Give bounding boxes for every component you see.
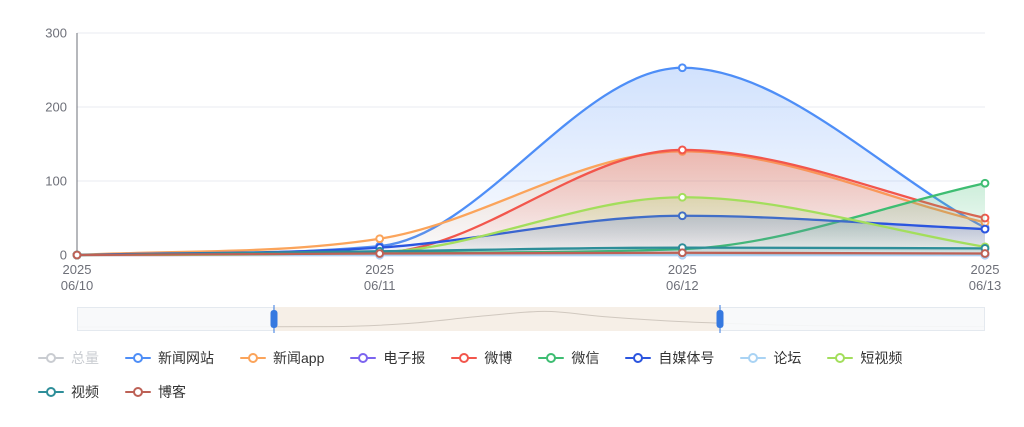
- y-axis-tick-label: 200: [45, 100, 67, 115]
- legend-item-label: 博客: [158, 384, 186, 400]
- legend-marker-icon: [350, 352, 377, 364]
- datazoom-outside-right: [719, 307, 985, 331]
- legend-marker-icon: [125, 352, 151, 364]
- legend-marker-icon: [125, 386, 151, 398]
- data-point-marker[interactable]: [72, 250, 82, 260]
- y-axis-tick-label: 100: [45, 174, 67, 189]
- legend-item-9[interactable]: 视频: [38, 383, 99, 401]
- legend-item-label: 新闻app: [273, 350, 325, 366]
- data-point-marker[interactable]: [677, 192, 687, 202]
- legend-item-label: 微信: [571, 350, 600, 366]
- legend-marker-icon: [451, 352, 478, 364]
- legend-item-label: 新闻网站: [158, 350, 214, 366]
- legend-item-3[interactable]: 电子报: [350, 349, 425, 367]
- legend-marker-icon: [538, 352, 565, 364]
- datazoom-outside-left: [77, 307, 275, 331]
- data-point-marker[interactable]: [980, 224, 990, 234]
- legend-item-1[interactable]: 新闻网站: [125, 349, 214, 367]
- x-axis-tick-label: 2025 06/12: [666, 262, 699, 293]
- series-line: [75, 251, 987, 257]
- data-point-marker[interactable]: [677, 145, 687, 155]
- x-axis-tick-label: 2025 06/10: [61, 262, 94, 293]
- legend-marker-icon: [740, 352, 767, 364]
- x-axis-tick-label: 2025 06/13: [969, 262, 1002, 293]
- legend-marker-icon: [38, 352, 64, 364]
- legend-item-6[interactable]: 自媒体号: [625, 349, 714, 367]
- data-point-marker[interactable]: [375, 249, 385, 258]
- legend-item-label: 电子报: [383, 350, 426, 366]
- legend-item-label: 自媒体号: [658, 350, 715, 366]
- legend-item-label: 论坛: [773, 350, 802, 366]
- datazoom-handle-left[interactable]: [270, 305, 278, 333]
- legend-item-2[interactable]: 新闻app: [240, 349, 324, 367]
- data-point-marker[interactable]: [980, 178, 990, 188]
- legend-item-7[interactable]: 论坛: [740, 349, 801, 367]
- legend-item-8[interactable]: 短视频: [827, 349, 902, 367]
- y-axis-tick-label: 300: [45, 26, 67, 41]
- legend-item-10[interactable]: 博客: [125, 383, 186, 401]
- data-point-marker[interactable]: [677, 63, 687, 73]
- datazoom-handle-right[interactable]: [716, 305, 724, 333]
- data-point-marker[interactable]: [677, 248, 687, 258]
- legend-item-label: 总量: [71, 350, 99, 366]
- legend-marker-icon: [240, 352, 266, 364]
- y-axis-tick-label: 0: [60, 248, 67, 263]
- chart-canvas[interactable]: 0 100 200 300 2025 06/10 2025 06/11 2025 06/12 202…: [0, 0, 1024, 300]
- x-axis-tick-label: 2025 06/11: [364, 262, 396, 293]
- series-area: [77, 197, 985, 255]
- legend: 总量 新闻网站 新闻app 电子报 微博 微信 自媒体号 论坛 短视频视频 博客: [38, 349, 988, 401]
- legend-item-4[interactable]: 微博: [451, 349, 512, 367]
- legend-item-0[interactable]: 总量: [38, 349, 99, 367]
- legend-item-label: 短视频: [860, 350, 903, 366]
- legend-item-5[interactable]: 微信: [538, 349, 599, 367]
- datazoom-slider[interactable]: [77, 305, 985, 333]
- legend-item-label: 视频: [71, 384, 99, 400]
- legend-marker-icon: [827, 352, 854, 364]
- data-point-marker[interactable]: [980, 249, 990, 258]
- data-point-marker[interactable]: [375, 234, 385, 244]
- legend-item-label: 微博: [484, 350, 513, 366]
- legend-marker-icon: [625, 352, 652, 364]
- legend-marker-icon: [38, 386, 64, 398]
